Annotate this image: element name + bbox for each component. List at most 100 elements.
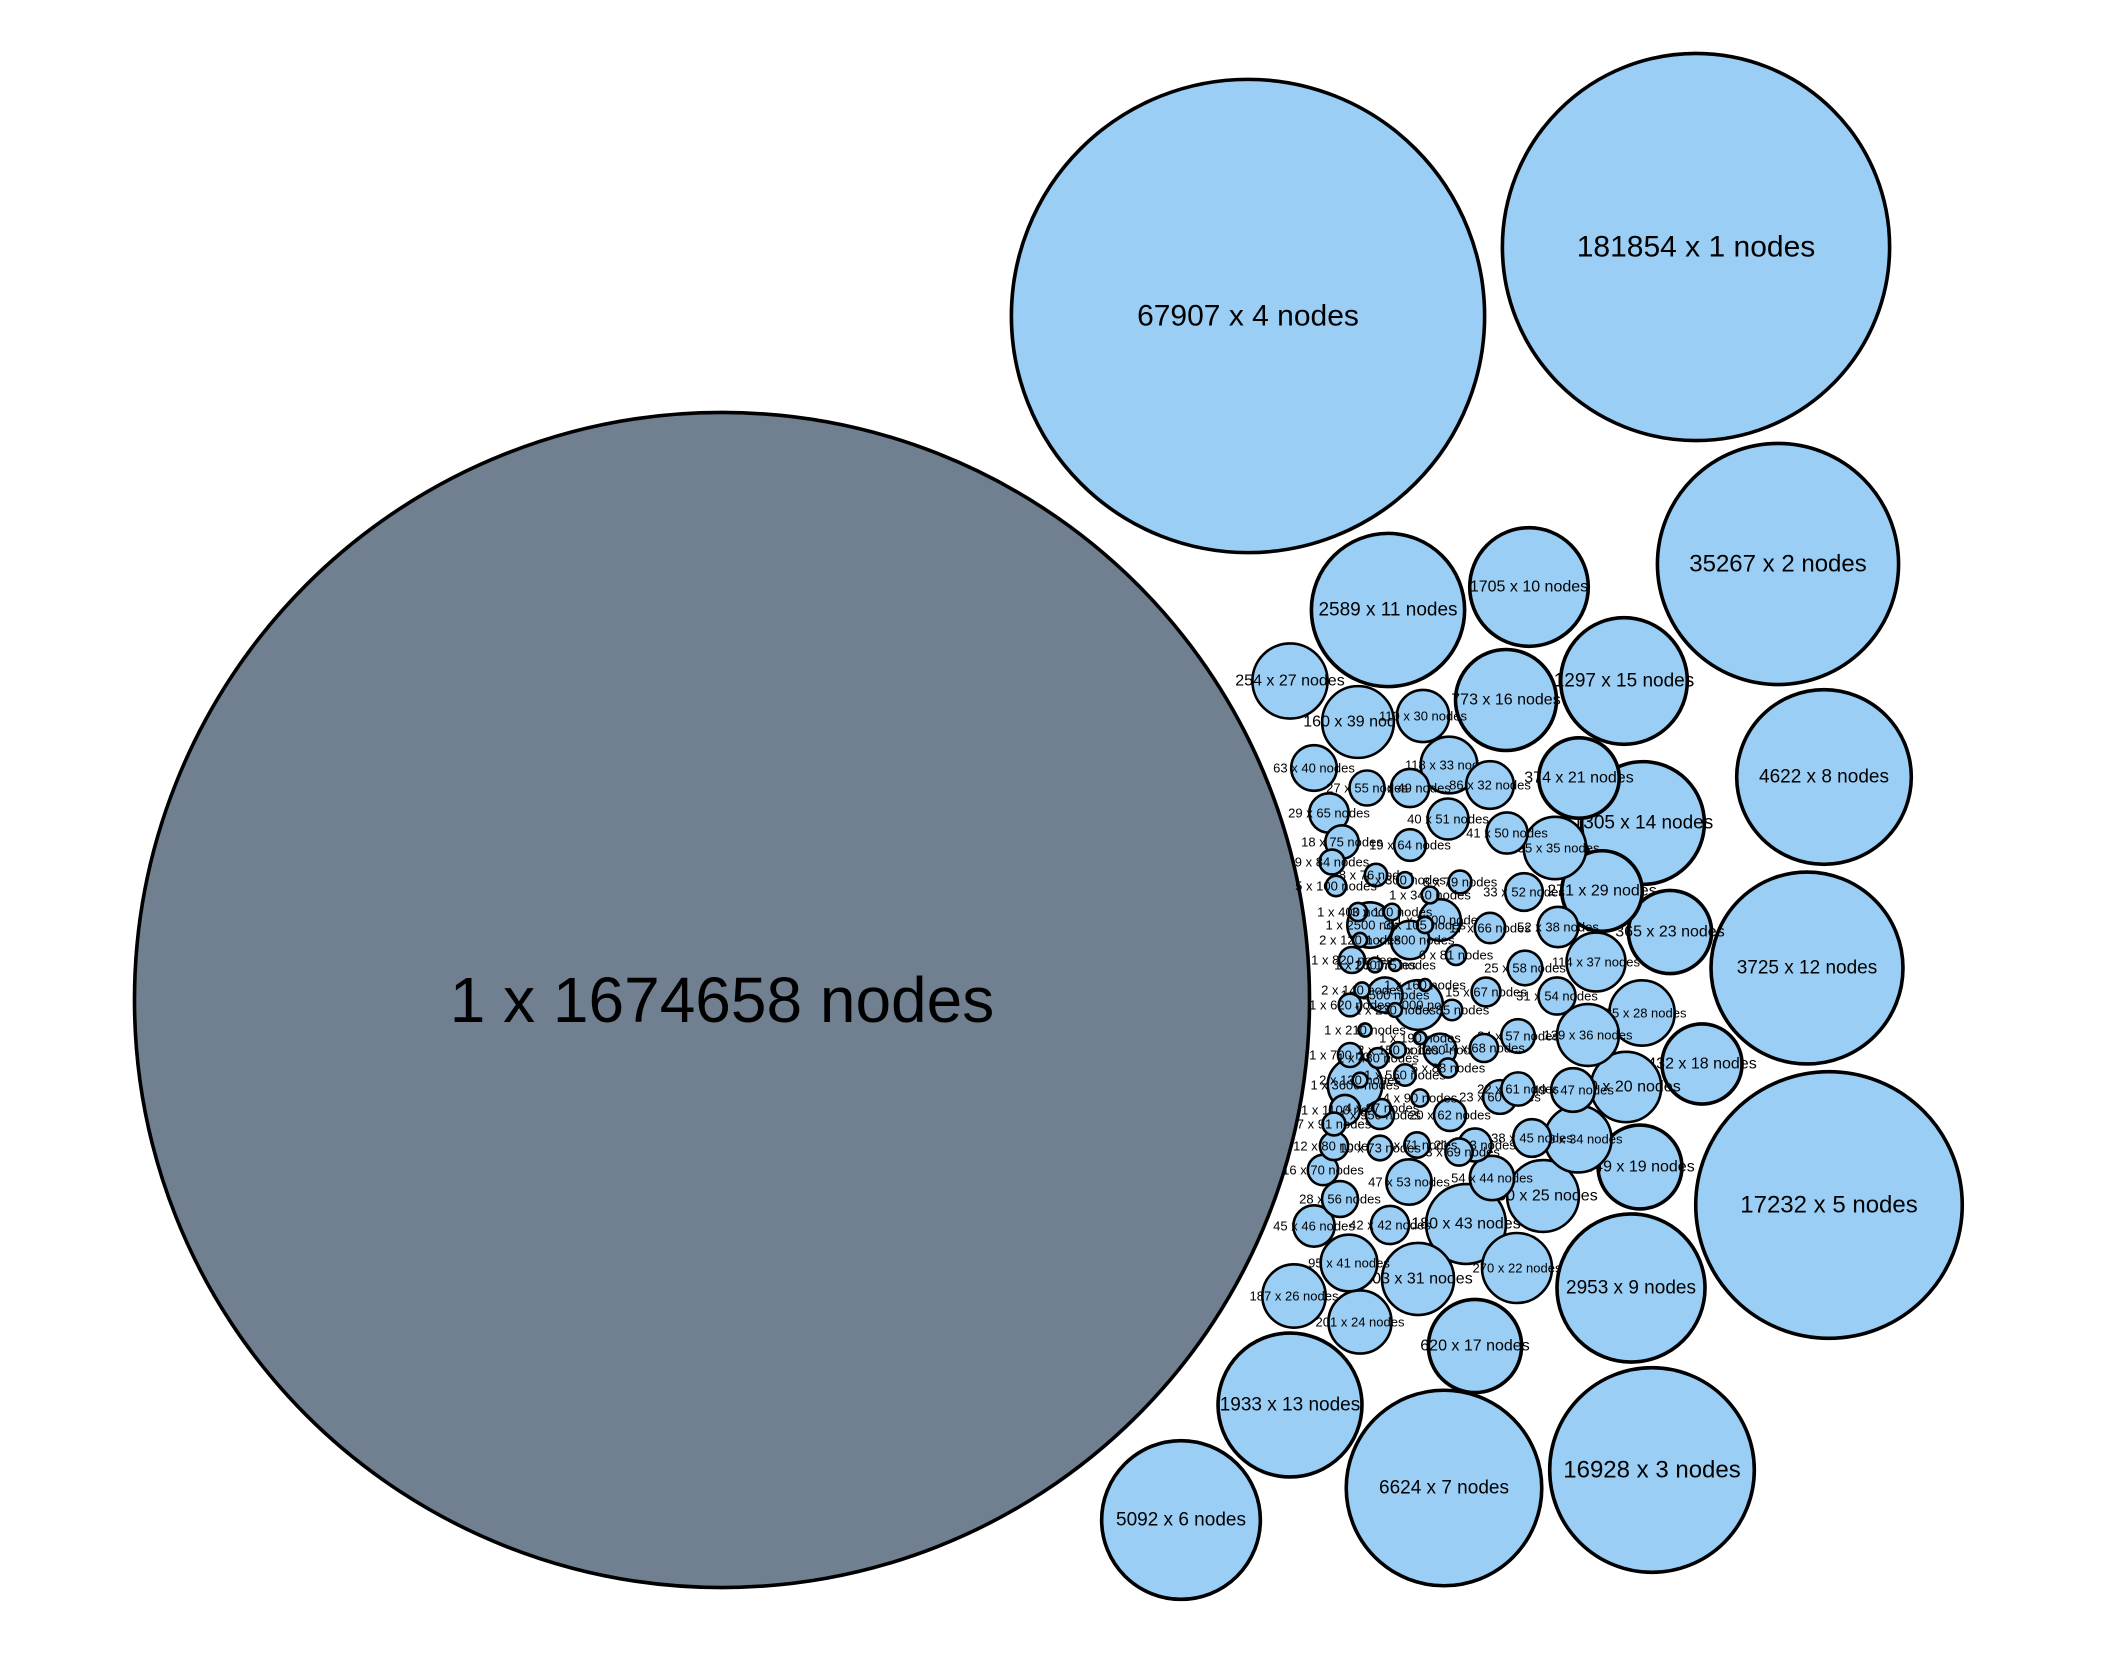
bubble-38-x-45-nodes: 38 x 45 nodes xyxy=(1491,1117,1573,1159)
bubble-circle xyxy=(1415,915,1435,935)
bubble-label: 6624 x 7 nodes xyxy=(1379,1478,1509,1499)
bubble-label: 5 x 100 nodes xyxy=(1295,879,1377,894)
bubble-4-x-90-nodes: 4 x 90 nodes xyxy=(1383,1088,1458,1108)
bubble-5-x-88-nodes: 5 x 88 nodes xyxy=(1411,1057,1486,1079)
bubble-label: 773 x 16 nodes xyxy=(1451,692,1560,709)
bubble-129-x-36-nodes: 129 x 36 nodes xyxy=(1544,1002,1633,1068)
bubble-label: 254 x 27 nodes xyxy=(1235,673,1344,690)
bubble-circle xyxy=(1388,1040,1408,1060)
bubble-circle xyxy=(1536,735,1622,821)
bubble-circle xyxy=(1319,1233,1379,1293)
bubble-circle xyxy=(1337,992,1363,1018)
bubble-circle xyxy=(1734,687,1914,867)
bubble-circle xyxy=(1371,1097,1393,1119)
bubble-label: 8 x 76 nodes xyxy=(1339,868,1414,883)
bubble-label: 432 x 18 nodes xyxy=(1647,1056,1756,1073)
bubble-1-x-400-nodes: 1 x 400 nodes xyxy=(1317,901,1399,923)
bubble-label: 45 x 46 nodes xyxy=(1273,1219,1355,1234)
bubble-118-x-33-nodes: 118 x 33 nodes xyxy=(1405,735,1493,795)
bubble-1-x-1300-nodes: 1 x 1300 nodes xyxy=(1396,1032,1485,1068)
bubble-label: 110 x 30 nodes xyxy=(1379,709,1467,724)
bubble-449-x-19-nodes: 449 x 19 nodes xyxy=(1585,1123,1695,1211)
bubble-label: 1 x 1674658 nodes xyxy=(450,964,994,1036)
bubble-circle xyxy=(1395,688,1451,744)
bubble-label: 2 x 120 nodes xyxy=(1319,933,1401,948)
bubble-circle xyxy=(1251,642,1329,720)
bubble-374-x-21-nodes: 374 x 21 nodes xyxy=(1524,735,1634,821)
bubble-label: 365 x 23 nodes xyxy=(1615,924,1724,941)
bubble-110-x-30-nodes: 110 x 30 nodes xyxy=(1379,688,1467,744)
bubble-300-x-20-nodes: 300 x 20 nodes xyxy=(1571,1050,1681,1124)
bubble-circle xyxy=(1440,998,1464,1022)
bubble-label: 9 x 84 nodes xyxy=(1295,855,1370,870)
bubble-circle xyxy=(1505,1158,1581,1234)
bubble-67907-x-4-nodes: 67907 x 4 nodes xyxy=(1009,77,1487,555)
bubble-label: 270 x 22 nodes xyxy=(1473,1261,1562,1276)
bubble-label: 4 x 90 nodes xyxy=(1383,1091,1458,1106)
bubble-label: 5092 x 6 nodes xyxy=(1116,1510,1246,1531)
bubble-4-x-97-nodes: 4 x 97 nodes xyxy=(1345,1097,1420,1119)
bubbles-layer: 1 x 1674658 nodes 67907 x 4 nodes 181854 x… xyxy=(132,51,1965,1602)
bubble-label: 129 x 36 nodes xyxy=(1544,1028,1633,1043)
bubble-2-x-140-nodes: 2 x 140 nodes xyxy=(1321,981,1403,999)
bubble-label: 35267 x 2 nodes xyxy=(1689,551,1866,578)
bubble-label: 160 x 34 nodes xyxy=(1534,1132,1623,1147)
bubble-circle xyxy=(1480,1231,1554,1305)
bubble-label: 250 x 25 nodes xyxy=(1488,1188,1597,1205)
bubble-circle xyxy=(1444,943,1468,967)
bubble-label: 5 x 88 nodes xyxy=(1411,1061,1486,1076)
bubble-circle xyxy=(1357,1022,1373,1038)
bubble-circle xyxy=(1467,525,1591,649)
bubble-10-x-73-nodes: 10 x 73 nodes xyxy=(1339,1134,1421,1162)
bubble-35267-x-2-nodes: 35267 x 2 nodes xyxy=(1655,441,1901,687)
bubble-circle xyxy=(1337,945,1367,975)
bubble-label: 67907 x 4 nodes xyxy=(1137,300,1359,333)
bubble-circle xyxy=(1499,1017,1537,1055)
bubble-circle xyxy=(1318,848,1346,876)
bubble-14-x-68-nodes: 14 x 68 nodes xyxy=(1443,1032,1525,1064)
bubble-label: 40 x 51 nodes xyxy=(1407,812,1489,827)
bubble-label: 19 x 64 nodes xyxy=(1369,838,1451,853)
bubble-circle xyxy=(1395,870,1415,890)
bubble-circle xyxy=(1536,905,1580,949)
bubble-label: 1 x 175 nodes xyxy=(1354,958,1436,973)
bubble-circle xyxy=(1464,759,1516,811)
bubble-circle xyxy=(1387,957,1403,973)
bubble-8-x-76-nodes: 8 x 76 nodes xyxy=(1339,862,1414,888)
bubble-33-x-52-nodes: 33 x 52 nodes xyxy=(1483,871,1565,913)
bubble-1-x-160-nodes: 1 x 160 nodes xyxy=(1384,978,1466,993)
bubble-circle xyxy=(1559,848,1645,934)
bubble-label: 36 x 49 nodes xyxy=(1369,781,1451,796)
bubble-11-x-71-nodes: 11 x 71 nodes xyxy=(1377,1131,1458,1159)
bubble-circle xyxy=(1655,441,1901,687)
bubble-circle xyxy=(1380,1241,1456,1317)
bubble-203-x-31-nodes: 203 x 31 nodes xyxy=(1363,1241,1473,1317)
bubble-17232-x-5-nodes: 17232 x 5 nodes xyxy=(1693,1069,1965,1341)
bubble-40-x-51-nodes: 40 x 51 nodes xyxy=(1407,797,1489,841)
bubble-circle xyxy=(1447,869,1473,895)
bubble-label: 52 x 38 nodes xyxy=(1517,920,1599,935)
bubble-6-x-85-nodes: 6 x 85 nodes xyxy=(1415,998,1490,1022)
bubble-7-x-91-nodes: 7 x 91 nodes xyxy=(1297,1111,1372,1137)
bubble-circle xyxy=(1558,615,1690,747)
bubble-3-x-105-nodes: 3 x 105 nodes xyxy=(1384,915,1466,935)
bubble-label: 86 x 32 nodes xyxy=(1449,778,1531,793)
bubble-6624-x-7-nodes: 6624 x 7 nodes xyxy=(1344,1388,1544,1588)
bubble-49-x-47-nodes: 49 x 47 nodes xyxy=(1532,1066,1614,1114)
bubble-circle xyxy=(1385,1158,1433,1206)
bubble-label: 1 x 1300 nodes xyxy=(1396,1043,1485,1058)
bubble-circle xyxy=(1468,1154,1516,1202)
bubble-label: 20 x 62 nodes xyxy=(1409,1108,1491,1123)
bubble-label: 3 x 110 nodes xyxy=(1352,905,1433,920)
bubble-label: 7 x 91 nodes xyxy=(1297,1117,1372,1132)
bubble-label: 185 x 28 nodes xyxy=(1598,1006,1687,1021)
bubble-1-x-175-nodes: 1 x 175 nodes xyxy=(1354,958,1436,973)
bubble-label: 135 x 35 nodes xyxy=(1511,841,1600,856)
bubble-circle xyxy=(1473,911,1507,945)
bubble-1-x-230-nodes: 1 x 230 nodes xyxy=(1354,1001,1436,1019)
bubble-circle xyxy=(1009,77,1487,555)
bubble-circle xyxy=(1289,743,1339,793)
bubble-circle xyxy=(1369,1204,1411,1246)
bubble-label: 1 x 400 nodes xyxy=(1317,905,1399,920)
bubble-circle xyxy=(1292,1204,1336,1248)
